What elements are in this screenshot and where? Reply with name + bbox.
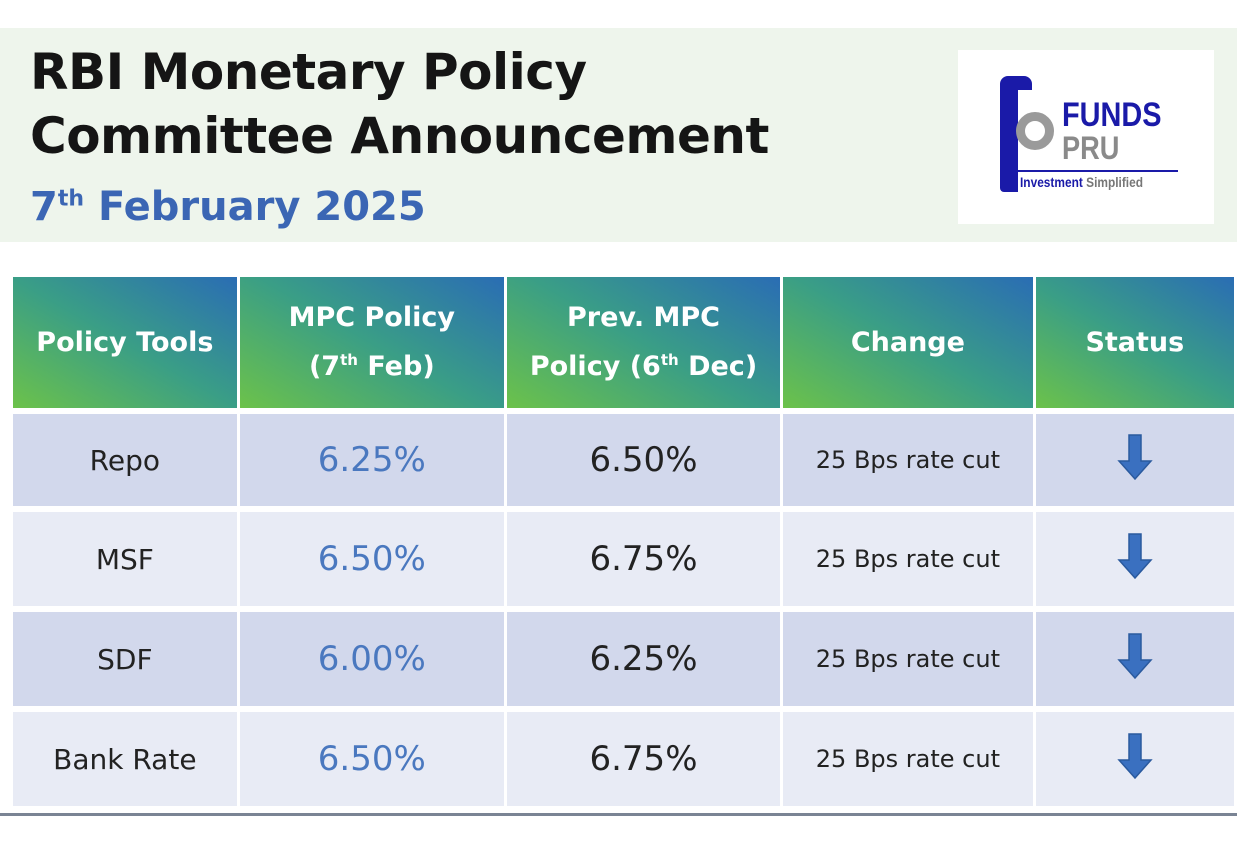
t: th (660, 351, 679, 369)
logo-f-top (1000, 76, 1032, 90)
cell-policy-tool: MSF (13, 506, 237, 606)
cell-status (1035, 408, 1234, 506)
down-arrow-icon (1117, 632, 1153, 679)
date-suffix: th (57, 186, 85, 212)
header-text: Policy Tools (36, 326, 214, 358)
cell-change: 25 Bps rate cut (783, 706, 1033, 806)
header-text: Change (850, 326, 965, 358)
policy-table: Policy Tools MPC Policy (7th Feb) Prev. M… (10, 277, 1237, 806)
header-subtext: (7th Feb) (240, 339, 504, 388)
cell-change: 25 Bps rate cut (783, 506, 1033, 606)
announcement-date: 7th February 2025 (30, 184, 426, 230)
logo-word-pru: PRU (1062, 130, 1120, 166)
col-header-mpc-policy: MPC Policy (7th Feb) (239, 277, 504, 408)
cell-current-rate: 6.50% (239, 706, 504, 806)
t: Policy (6 (529, 351, 661, 382)
cell-current-rate: 6.25% (239, 408, 504, 506)
date-day: 7 (30, 184, 58, 230)
col-header-status: Status (1035, 277, 1234, 408)
header-subtext: Policy (6th Dec) (507, 339, 780, 388)
cell-status (1035, 706, 1234, 806)
cell-policy-tool: SDF (13, 606, 237, 706)
header-text: Status (1085, 326, 1185, 358)
cell-change: 25 Bps rate cut (783, 606, 1033, 706)
cell-previous-rate: 6.75% (506, 706, 781, 806)
title-line-1: RBI Monetary Policy (30, 43, 587, 101)
col-header-policy-tools: Policy Tools (13, 277, 237, 408)
logo-tagline: Investment Simplified (1020, 174, 1143, 190)
cell-previous-rate: 6.25% (506, 606, 781, 706)
cell-previous-rate: 6.50% (506, 408, 781, 506)
down-arrow-icon (1117, 433, 1153, 480)
cell-policy-tool: Bank Rate (13, 706, 237, 806)
tagline-b: Simplified (1086, 174, 1144, 190)
down-arrow-icon (1117, 732, 1153, 779)
down-arrow-icon (1117, 532, 1153, 579)
date-rest: February 2025 (97, 184, 426, 230)
col-header-prev-mpc-policy: Prev. MPC Policy (6th Dec) (506, 277, 781, 408)
logo-divider (1018, 170, 1178, 172)
cell-current-rate: 6.00% (239, 606, 504, 706)
logo-f-mark (1000, 76, 1018, 192)
table-row: Bank Rate 6.50% 6.75% 25 Bps rate cut (13, 706, 1234, 806)
cell-change: 25 Bps rate cut (783, 408, 1033, 506)
table-row: MSF 6.50% 6.75% 25 Bps rate cut (13, 506, 1234, 606)
cell-current-rate: 6.50% (239, 506, 504, 606)
title-line-2: Committee Announcement (30, 107, 769, 165)
cell-status (1035, 606, 1234, 706)
header-text: MPC Policy (288, 302, 455, 333)
t: th (340, 351, 358, 369)
fundspru-logo: FUNDS PRU Investment Simplified (958, 50, 1214, 224)
t: Feb) (357, 351, 435, 382)
tagline-a: Investment (1020, 174, 1083, 190)
table-row: SDF 6.00% 6.25% 25 Bps rate cut (13, 606, 1234, 706)
logo-word-funds: FUNDS (1062, 96, 1162, 134)
logo-p-mark (1016, 112, 1054, 150)
cell-previous-rate: 6.75% (506, 506, 781, 606)
bottom-divider (0, 813, 1237, 816)
header-text: Prev. MPC (567, 302, 720, 333)
t: (7 (308, 351, 341, 382)
t: Dec) (678, 351, 758, 382)
page-title: RBI Monetary Policy Committee Announceme… (30, 40, 769, 168)
col-header-change: Change (783, 277, 1033, 408)
cell-status (1035, 506, 1234, 606)
table-row: Repo 6.25% 6.50% 25 Bps rate cut (13, 408, 1234, 506)
cell-policy-tool: Repo (13, 408, 237, 506)
